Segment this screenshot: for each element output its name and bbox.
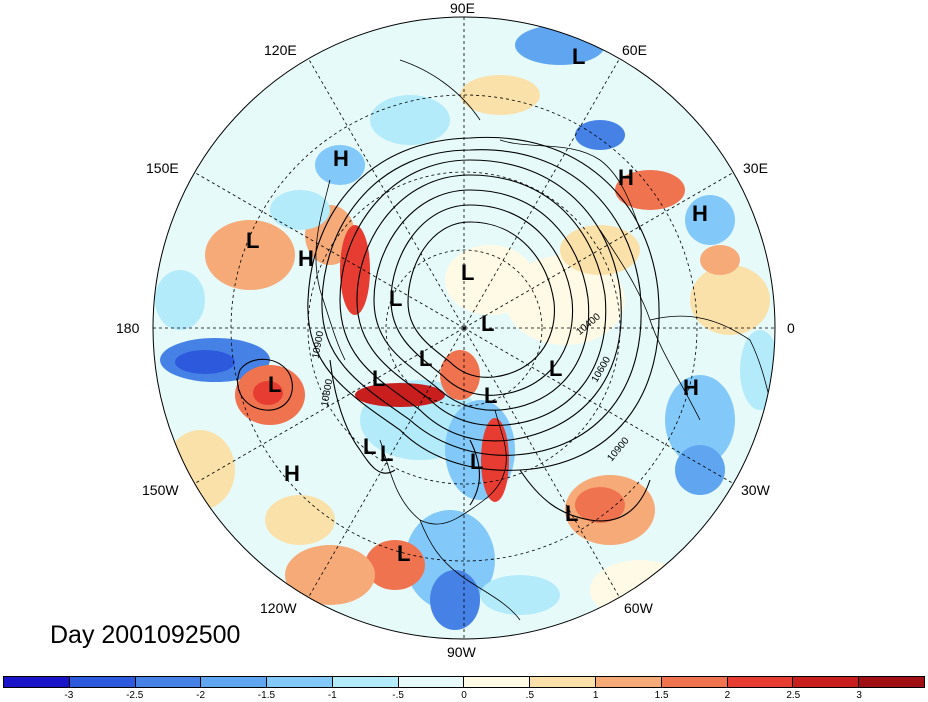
lon-label-120e: 120E <box>264 42 297 58</box>
high-pressure-marker: H <box>683 375 699 400</box>
low-pressure-marker: L <box>363 434 377 459</box>
colorbar <box>3 676 925 688</box>
low-pressure-marker: L <box>419 346 433 371</box>
colorbar-swatch <box>69 677 136 687</box>
colorbar-swatch <box>530 677 597 687</box>
colorbar-tick-label: -3 <box>64 690 74 701</box>
colorbar-tick-label: 1 <box>592 690 599 701</box>
high-pressure-marker: H <box>284 461 300 486</box>
colorbar-tick-label: -1.5 <box>257 690 276 701</box>
lon-label-30e: 30E <box>743 160 768 176</box>
colorbar-swatch <box>201 677 268 687</box>
low-pressure-marker: L <box>372 366 386 391</box>
lon-label-150e: 150E <box>146 160 179 176</box>
low-pressure-marker: L <box>397 541 411 566</box>
low-pressure-marker: L <box>380 441 394 466</box>
colorbar-tick-label: 3 <box>856 690 862 701</box>
colorbar-swatch <box>464 677 531 687</box>
high-pressure-marker: H <box>333 146 349 171</box>
low-pressure-marker: L <box>389 286 403 311</box>
lon-label-90w: 90W <box>447 644 476 660</box>
lon-label-60e: 60E <box>622 42 647 58</box>
high-pressure-marker: H <box>692 201 708 226</box>
colorbar-tick-label: -1 <box>327 690 337 701</box>
colorbar-swatch <box>596 677 662 687</box>
lon-label-30w: 30W <box>741 482 770 498</box>
colorbar-swatch <box>793 677 860 687</box>
colorbar-swatch <box>398 677 465 687</box>
colorbar-tick-label: -.5 <box>392 690 404 701</box>
colorbar-swatch <box>661 677 728 687</box>
colorbar-tick-label: 2.5 <box>786 690 801 701</box>
colorbar-tick-label: 0 <box>461 690 467 701</box>
colorbar-swatch <box>4 677 70 687</box>
low-pressure-marker: L <box>481 311 495 336</box>
colorbar-swatch <box>727 677 794 687</box>
low-pressure-marker: L <box>549 356 563 381</box>
low-pressure-marker: L <box>461 260 475 285</box>
colorbar-tick-label: .5 <box>525 690 535 701</box>
high-pressure-marker: H <box>618 165 634 190</box>
lon-label-150w: 150W <box>142 482 179 498</box>
map-boundary <box>152 16 776 640</box>
low-pressure-marker: L <box>246 228 260 253</box>
low-pressure-marker: L <box>572 44 586 69</box>
lon-label-60w: 60W <box>624 600 653 616</box>
day-title: Day 2001092500 <box>50 621 241 649</box>
colorbar-tick-label: -2.5 <box>126 690 144 701</box>
lon-label-90e: 90E <box>450 0 475 16</box>
colorbar-swatch <box>267 677 333 687</box>
colorbar-tick-label: -2 <box>196 690 206 701</box>
lon-label-120w: 120W <box>260 600 297 616</box>
low-pressure-marker: L <box>565 501 579 526</box>
low-pressure-marker: L <box>268 372 282 397</box>
graticule <box>153 17 775 639</box>
colorbar-swatch <box>332 677 399 687</box>
low-pressure-marker: L <box>470 449 484 474</box>
low-pressure-marker: L <box>484 383 498 408</box>
colorbar-swatch <box>135 677 202 687</box>
colorbar-swatch <box>859 677 924 687</box>
colorbar-tick-label: 2 <box>724 690 731 701</box>
lon-label-180: 180 <box>116 320 140 336</box>
colorbar-tick-label: 1.5 <box>654 690 669 701</box>
lon-label-0: 0 <box>787 320 795 336</box>
high-pressure-marker: H <box>298 246 314 271</box>
